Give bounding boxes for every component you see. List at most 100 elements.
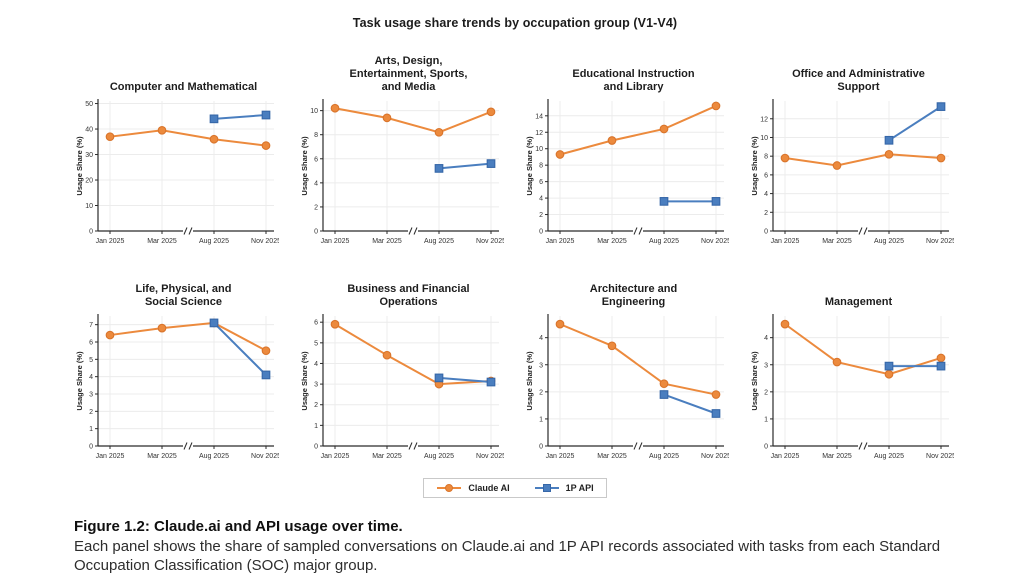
svg-text:0: 0 [314, 229, 318, 236]
grid-lines [548, 101, 724, 232]
svg-text:3: 3 [539, 362, 543, 369]
svg-text:0: 0 [89, 229, 93, 236]
svg-text:Aug 2025: Aug 2025 [199, 453, 229, 460]
grid-lines [98, 316, 274, 447]
api-series [434, 159, 496, 173]
svg-text:Aug 2025: Aug 2025 [874, 453, 904, 460]
svg-text:1: 1 [89, 426, 93, 433]
svg-text:12: 12 [760, 116, 768, 123]
panel-title: Educational Instruction and Library [572, 68, 695, 93]
svg-text:6: 6 [89, 340, 93, 347]
svg-text:Aug 2025: Aug 2025 [424, 238, 454, 245]
svg-text:Mar 2025: Mar 2025 [147, 453, 177, 460]
svg-text:Jan 2025: Jan 2025 [321, 453, 350, 460]
svg-text:2: 2 [539, 212, 543, 219]
svg-text:3: 3 [89, 392, 93, 399]
svg-text:6: 6 [539, 179, 543, 186]
panels-grid: Computer and Mathematical 0 10 20 30 40 50 Jan … [74, 50, 1024, 468]
legend-row: Claude AI 1P API [74, 478, 956, 498]
svg-text:Nov 2025: Nov 2025 [701, 238, 729, 245]
svg-text:Jan 2025: Jan 2025 [321, 238, 350, 245]
svg-text:Nov 2025: Nov 2025 [476, 453, 504, 460]
svg-text:Nov 2025: Nov 2025 [251, 453, 279, 460]
panel-chart: 0 1 2 3 4 5 6 7 Jan 2025 Mar 2025 Aug 2025 Nov 2025… [75, 314, 281, 460]
chart-panel: Management 0 1 2 3 4 Jan 2025 Mar 2025 Aug 2025 N… [749, 265, 956, 468]
panel-title: Office and Administrative Support [792, 68, 925, 93]
panel-title: Business and Financial Operations [347, 283, 470, 308]
grid-lines [98, 101, 274, 232]
svg-text:Nov 2025: Nov 2025 [926, 453, 954, 460]
svg-text:4: 4 [314, 361, 318, 368]
svg-text:Usage Share (%): Usage Share (%) [300, 351, 309, 411]
svg-text:2: 2 [539, 389, 543, 396]
svg-text:10: 10 [535, 146, 543, 153]
svg-text:0: 0 [764, 444, 768, 451]
legend-label-api: 1P API [565, 483, 594, 493]
svg-text:Jan 2025: Jan 2025 [96, 238, 125, 245]
panel-chart: 0 2 4 6 8 10 Jan 2025 Mar 2025 Aug 2025 Nov 2025 U… [300, 99, 506, 245]
panel-chart: 0 10 20 30 40 50 Jan 2025 Mar 2025 Aug 2025 Nov 2… [75, 99, 281, 245]
svg-text:30: 30 [85, 152, 93, 159]
svg-text:Jan 2025: Jan 2025 [546, 453, 575, 460]
legend: Claude AI 1P API [423, 478, 607, 498]
svg-text:6: 6 [314, 320, 318, 327]
grid-lines [548, 316, 724, 447]
panel-chart: 0 1 2 3 4 5 6 Jan 2025 Mar 2025 Aug 2025 Nov 2025 U… [300, 314, 506, 460]
figure-caption: Figure 1.2: Claude.ai and API usage over… [74, 518, 954, 575]
svg-text:2: 2 [314, 204, 318, 211]
svg-text:20: 20 [85, 178, 93, 185]
claude-series [105, 125, 271, 150]
svg-text:Jan 2025: Jan 2025 [771, 453, 800, 460]
svg-text:2: 2 [764, 210, 768, 217]
chart-title: Task usage share trends by occupation gr… [352, 16, 678, 30]
claude-series [555, 101, 721, 159]
svg-text:Jan 2025: Jan 2025 [96, 453, 125, 460]
api-series [209, 318, 271, 380]
svg-text:Nov 2025: Nov 2025 [701, 453, 729, 460]
svg-text:1: 1 [764, 416, 768, 423]
claude-series [330, 319, 496, 389]
svg-text:Jan 2025: Jan 2025 [546, 238, 575, 245]
svg-text:Usage Share (%): Usage Share (%) [300, 136, 309, 196]
panel-title: Management [824, 296, 893, 308]
caption-heading: Figure 1.2: Claude.ai and API usage over… [74, 518, 403, 535]
svg-text:Mar 2025: Mar 2025 [597, 453, 627, 460]
claude-series [330, 103, 496, 137]
svg-text:Aug 2025: Aug 2025 [424, 453, 454, 460]
panel-title: Life, Physical, and Social Science [135, 283, 232, 308]
svg-text:4: 4 [314, 180, 318, 187]
svg-text:4: 4 [539, 335, 543, 342]
svg-text:4: 4 [539, 196, 543, 203]
svg-text:12: 12 [535, 130, 543, 137]
svg-text:Usage Share (%): Usage Share (%) [75, 136, 84, 196]
panel-chart: 0 1 2 3 4 Jan 2025 Mar 2025 Aug 2025 Nov 2025 Usa… [750, 314, 956, 460]
svg-text:Mar 2025: Mar 2025 [372, 453, 402, 460]
api-series [434, 373, 496, 387]
svg-text:Aug 2025: Aug 2025 [199, 238, 229, 245]
svg-text:8: 8 [539, 163, 543, 170]
grid-lines [773, 101, 949, 232]
panel-title: Arts, Design, Entertainment, Sports, and M… [349, 55, 468, 93]
svg-text:0: 0 [314, 444, 318, 451]
svg-text:8: 8 [764, 154, 768, 161]
chart-panel: Computer and Mathematical 0 10 20 30 40 50 Jan … [74, 50, 281, 253]
svg-text:40: 40 [85, 127, 93, 134]
chart-panel: Office and Administrative Support 0 2 4 6 8 10 1… [749, 50, 956, 253]
svg-text:4: 4 [89, 374, 93, 381]
svg-text:Mar 2025: Mar 2025 [822, 453, 852, 460]
legend-entry-api: 1P API [534, 483, 594, 493]
svg-text:0: 0 [764, 229, 768, 236]
chart-panel: Business and Financial Operations 0 1 2 3 4 5 6 J… [299, 265, 506, 468]
svg-text:0: 0 [539, 444, 543, 451]
svg-text:Aug 2025: Aug 2025 [874, 238, 904, 245]
legend-entry-claude: Claude AI [436, 483, 510, 493]
svg-text:Mar 2025: Mar 2025 [822, 238, 852, 245]
legend-label-claude: Claude AI [468, 483, 510, 493]
svg-text:8: 8 [314, 132, 318, 139]
claude-series [555, 319, 721, 399]
panel-title: Computer and Mathematical [109, 81, 258, 93]
api-series [659, 390, 721, 418]
svg-text:Usage Share (%): Usage Share (%) [750, 351, 759, 411]
svg-text:Usage Share (%): Usage Share (%) [525, 351, 534, 411]
claude-line-marker-icon [437, 484, 462, 492]
